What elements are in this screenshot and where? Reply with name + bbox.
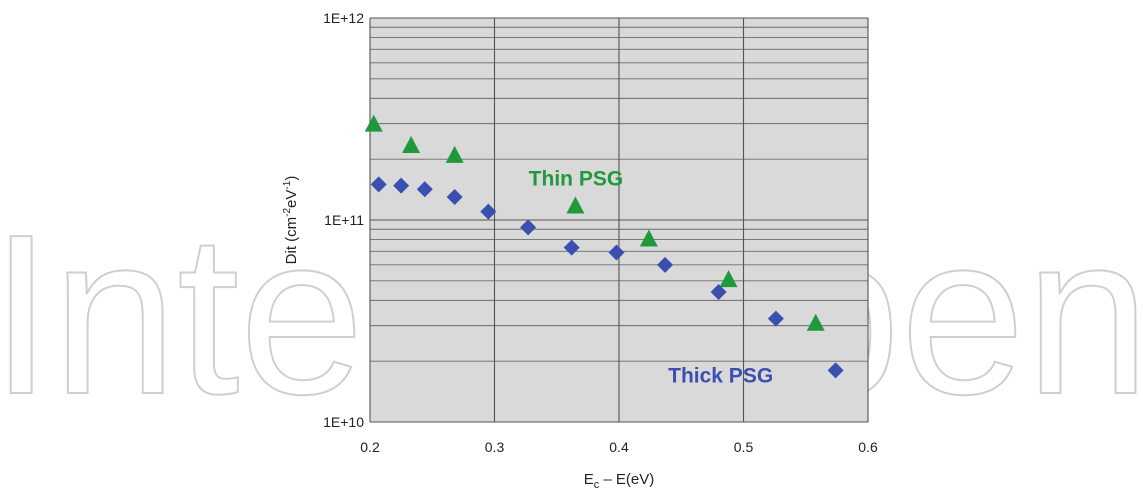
thin-psg-point [364, 114, 383, 132]
x-tick-labels: 0.2 0.3 0.4 0.5 0.6 [360, 439, 878, 455]
thick-psg-point [563, 239, 580, 256]
thin-psg-point [402, 136, 421, 154]
thick-psg-point [520, 219, 537, 236]
thin-psg-point [566, 196, 585, 214]
thick-psg-point [767, 310, 784, 327]
thick-psg-point [657, 256, 674, 273]
thick-psg-point [416, 181, 433, 198]
thin-psg-point [445, 145, 464, 163]
thick-psg-point [710, 284, 727, 301]
y-tick-label: 1E+11 [324, 212, 364, 228]
markers [364, 114, 844, 379]
thin-psg-point [719, 270, 738, 288]
thin-psg-label: Thin PSG [529, 168, 624, 191]
thick-psg-point [480, 203, 497, 220]
thick-psg-point [608, 244, 625, 261]
y-tick-labels: 1E+10 1E+11 1E+12 [323, 10, 364, 430]
thick-psg-point [393, 177, 410, 194]
x-tick-label: 0.2 [360, 439, 380, 455]
thick-psg-point [446, 188, 463, 205]
thick-psg-point [827, 362, 844, 379]
grid-lines [369, 17, 869, 423]
thin-psg-point [639, 229, 658, 247]
x-tick-label: 0.4 [609, 439, 629, 455]
x-tick-label: 0.5 [734, 439, 754, 455]
series-annotations: Thin PSG Thick PSG [529, 168, 773, 388]
x-axis-title: Ec – E(eV) [584, 471, 655, 491]
y-tick-label: 1E+10 [323, 414, 364, 430]
x-axis-subscript: c [594, 479, 600, 491]
thick-psg-point [370, 176, 387, 193]
x-tick-label: 0.6 [858, 439, 878, 455]
x-tick-label: 0.3 [485, 439, 505, 455]
thin-psg-point [806, 313, 825, 331]
thick-psg-label: Thick PSG [668, 364, 773, 387]
y-axis-title: Dit (cm-2eV-1) [282, 176, 300, 265]
y-tick-label: 1E+12 [323, 10, 364, 26]
